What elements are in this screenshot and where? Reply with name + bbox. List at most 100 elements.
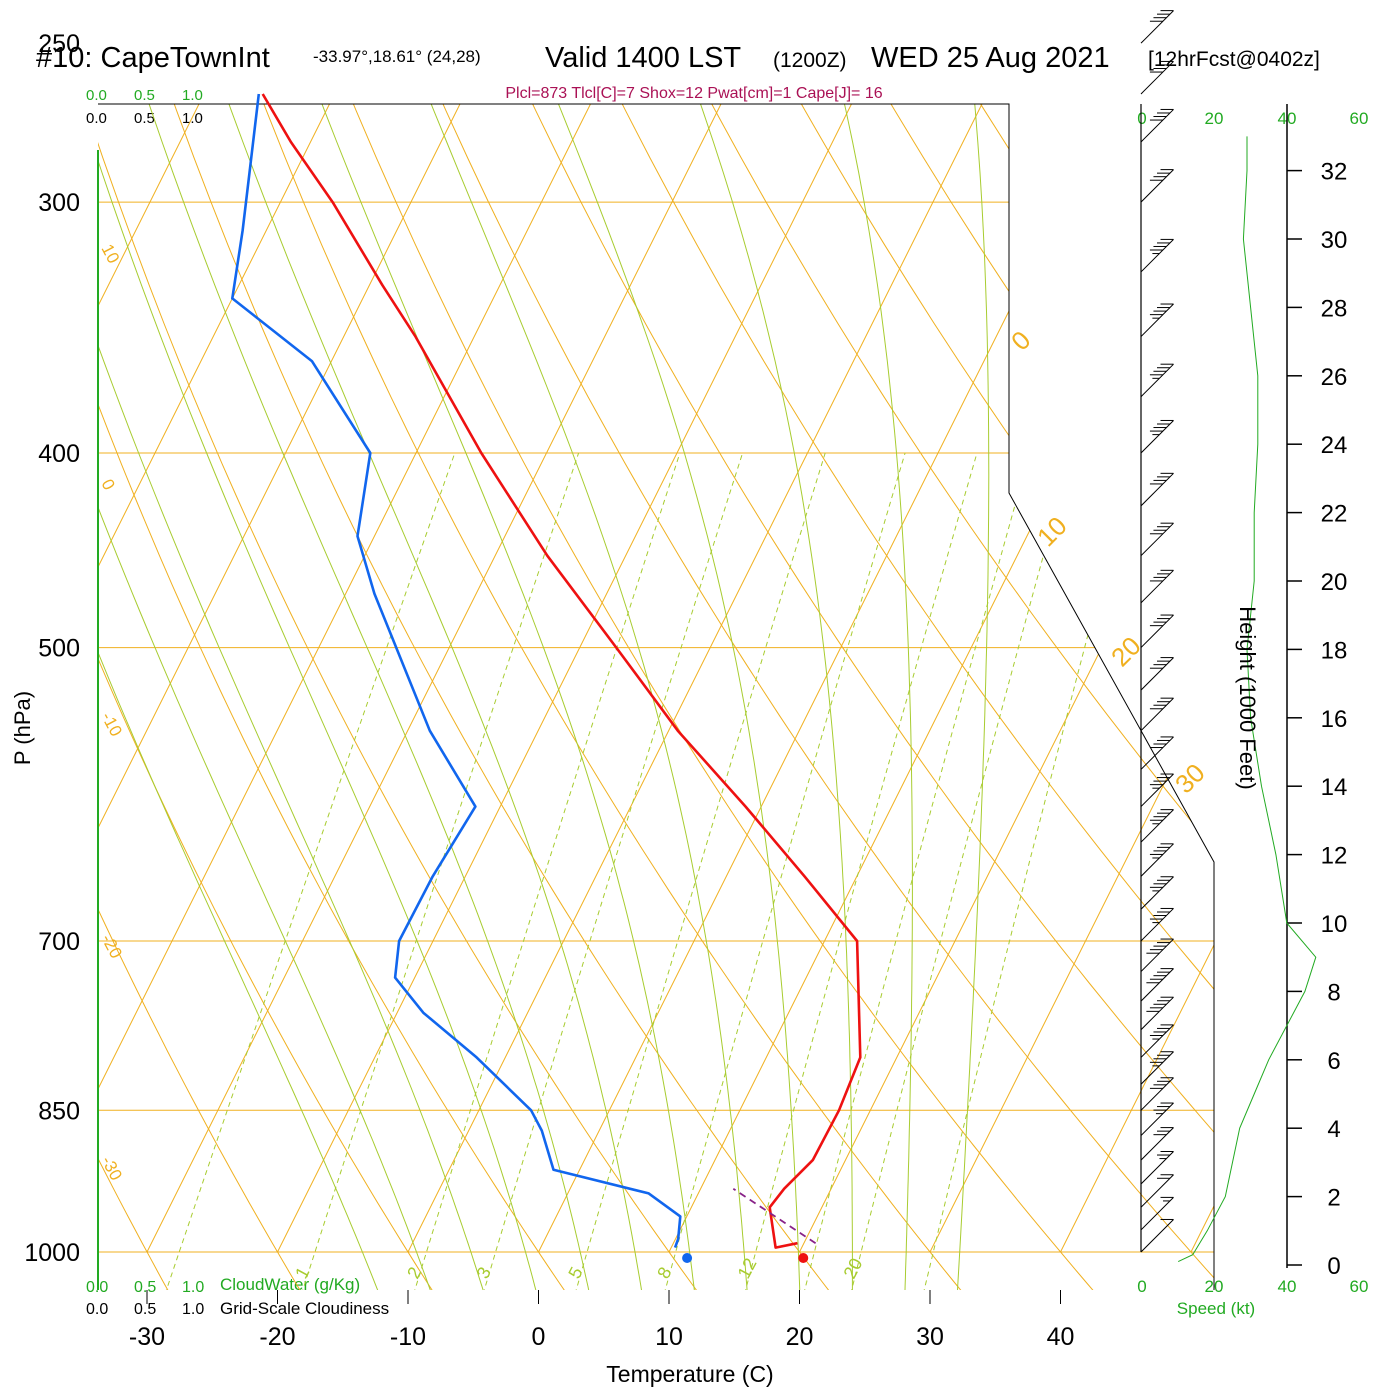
dry-adiabat-60 <box>511 104 1214 1290</box>
dry-adiabat--20 <box>98 104 304 1290</box>
dry-adiabat--10 <box>98 104 436 1290</box>
barb-staff <box>1140 569 1174 604</box>
wind-barb-250 <box>1140 10 1174 44</box>
x-tick-label-20: 20 <box>786 1323 814 1351</box>
height-tick-label-4: 4 <box>1327 1116 1340 1143</box>
dry-adiabat-90 <box>776 104 1214 1290</box>
moist-adiabat-30 <box>829 104 913 1290</box>
wind-barb-425 <box>1140 472 1174 507</box>
barb-staff <box>1140 843 1174 877</box>
cloud-bottom-black-1: 0.5 <box>134 1301 156 1318</box>
speed-bottom-0: 0 <box>1137 1277 1146 1296</box>
barb-staff <box>1140 809 1174 843</box>
dry-adiabat-10 <box>98 104 701 1290</box>
mixing-ratio-line-1 <box>298 452 580 1290</box>
barb-staff <box>1140 303 1174 337</box>
pressure-label-700: 700 <box>38 928 80 956</box>
barb-staff <box>1140 614 1174 648</box>
barb-staff <box>1140 1174 1174 1208</box>
valid-zulu: (1200Z) <box>773 49 847 72</box>
pressure-label-850: 850 <box>38 1097 80 1125</box>
height-axis-label: Height (1000 Feet) <box>1235 606 1260 789</box>
moist-adiabat-14 <box>298 104 697 1290</box>
wind-barb-975 <box>1140 1196 1174 1231</box>
barb-staff <box>1140 938 1174 972</box>
dry-adiabat-160 <box>1395 60 1400 1294</box>
moist-adiabat-22 <box>533 104 801 1290</box>
barb-staff <box>1140 736 1174 770</box>
height-tick-label-2: 2 <box>1327 1185 1340 1212</box>
wind-speed-line <box>1177 136 1317 1263</box>
sounding-series <box>231 93 862 1263</box>
wind-barb-450 <box>1140 522 1174 557</box>
pressure-label-500: 500 <box>38 635 80 663</box>
speed-top-60: 60 <box>1350 109 1369 128</box>
barb-staff <box>1140 968 1174 1002</box>
isotherm--60 <box>98 104 361 1253</box>
valid-time: Valid 1400 LST <box>545 42 741 74</box>
barb-staff <box>1140 657 1174 691</box>
mixing-ratio-line-3 <box>480 452 744 1290</box>
speed-scale-bottom: 0 20 40 60 Speed (kt) <box>1137 1277 1368 1318</box>
barb-staff <box>1140 522 1174 557</box>
dewpoint-line <box>231 93 682 1249</box>
barb-staff <box>1140 169 1174 203</box>
mixing-ratio-line-8 <box>661 452 906 1290</box>
barb-staff <box>1140 996 1174 1031</box>
dry-adiabat-40 <box>334 104 1097 1290</box>
height-tick-label-26: 26 <box>1321 364 1348 391</box>
temperature-line <box>261 93 862 1249</box>
pressure-label-400: 400 <box>38 440 80 468</box>
dry-adiabat-30 <box>246 104 965 1290</box>
barb-staff <box>1140 420 1174 454</box>
height-tick-label-24: 24 <box>1321 432 1348 459</box>
barb-staff <box>1140 10 1174 44</box>
wind-barb-300 <box>1140 169 1174 203</box>
x-axis-label: Temperature (C) <box>606 1361 773 1387</box>
dry-adiabat-70 <box>599 104 1214 1290</box>
isotherm--10 <box>407 104 1013 1253</box>
wind-barb-325 <box>1140 238 1174 273</box>
isotherm-30 <box>929 104 1214 1253</box>
wind-barb-575 <box>1140 736 1174 770</box>
moist-adiabat-34 <box>956 104 990 1290</box>
wind-barb-775 <box>1140 996 1174 1031</box>
barb-staff <box>1140 363 1174 398</box>
isotherm-left-label--30: -30 <box>97 1153 125 1184</box>
x-tick-label-0: 0 <box>532 1323 546 1351</box>
wind-barb-600 <box>1140 773 1174 807</box>
wind-barb-375 <box>1140 363 1174 398</box>
cloudwater-label: CloudWater (g/Kg) <box>220 1275 360 1294</box>
dry-adiabat-20 <box>158 104 833 1290</box>
barb-staff <box>1140 1151 1174 1185</box>
isotherm--40 <box>98 104 622 1253</box>
wind-barb-400 <box>1140 419 1174 454</box>
sounding-indices: Plcl=873 Tlcl[C]=7 Shox=12 Pwat[cm]=1 Ca… <box>505 85 882 102</box>
isotherm-left-label-0: 0 <box>97 476 118 493</box>
wind-barb-625 <box>1140 809 1174 843</box>
height-tick-label-18: 18 <box>1321 637 1348 664</box>
mixing-ratio-line-5 <box>572 452 826 1290</box>
moist-adiabat-2 <box>98 104 540 1290</box>
isotherm--20 <box>277 104 883 1253</box>
wind-barb-950 <box>1140 1174 1174 1208</box>
y-axis-label: P (hPa) <box>10 691 35 765</box>
mixing-ratio-label-8: 8 <box>653 1264 675 1282</box>
moist-adiabat-18 <box>406 104 749 1290</box>
cloud-bottom-green-2: 1.0 <box>182 1279 204 1296</box>
height-tick-label-10: 10 <box>1321 911 1348 938</box>
dry-adiabat--40 <box>0 60 38 1294</box>
moist-adiabat--6 <box>98 104 436 1290</box>
x-tick-label-40: 40 <box>1047 1323 1075 1351</box>
wind-barb-850 <box>1140 1077 1174 1111</box>
wind-barb-875 <box>1140 1102 1174 1136</box>
height-tick-label-30: 30 <box>1321 227 1348 254</box>
station-title: #10: CapeTownInt <box>36 42 270 74</box>
dry-adiabat-0 <box>98 104 568 1290</box>
wind-barb-800 <box>1140 1024 1174 1058</box>
pressure-label-250: 250 <box>38 30 80 58</box>
pressure-label-1000: 1000 <box>24 1239 80 1267</box>
speed-scale-top: 0 20 40 60 <box>1137 109 1368 128</box>
isotherm--70 <box>98 104 230 1253</box>
